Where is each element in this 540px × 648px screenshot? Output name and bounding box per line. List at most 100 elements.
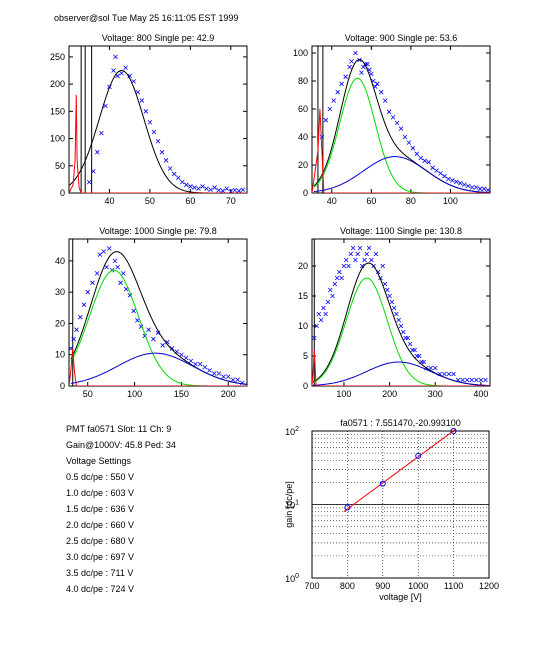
y-tick-label: 100	[50, 134, 65, 144]
data-point	[90, 168, 96, 174]
pedestal-fit-curve	[312, 349, 490, 386]
data-point	[364, 251, 370, 257]
data-point	[386, 109, 392, 115]
plot-frame	[68, 45, 248, 194]
data-point	[357, 245, 363, 251]
data-point	[123, 65, 128, 71]
y-tick-label: 0	[303, 381, 308, 391]
multi-fit-curve	[70, 352, 247, 385]
multi-fit-curve	[313, 156, 490, 193]
data-point	[477, 186, 483, 192]
data-point	[118, 280, 123, 286]
header-title: observer@sol Tue May 25 16:11:05 EST 199…	[54, 13, 239, 23]
data-point	[183, 355, 189, 361]
single-fit-curve	[312, 277, 490, 386]
data-point	[391, 305, 397, 311]
data-point	[319, 134, 325, 140]
x-tick-label: 900	[375, 581, 390, 591]
data-point	[387, 293, 392, 299]
data-point	[208, 187, 213, 193]
y-tick-label: 10	[55, 350, 65, 360]
data-point	[405, 335, 411, 341]
data-point	[225, 374, 231, 379]
data-point	[101, 249, 106, 254]
data-point	[398, 126, 404, 131]
data-point	[394, 311, 399, 317]
single-fit-curve	[313, 77, 490, 193]
data-point	[380, 263, 386, 269]
data-point	[373, 251, 379, 257]
data-point	[332, 281, 338, 287]
total-fit-curve	[312, 262, 490, 386]
x-tick-label: 80	[406, 196, 416, 206]
data-point	[146, 327, 151, 332]
data-point	[211, 371, 217, 376]
data-point	[139, 98, 145, 103]
data-point	[412, 347, 417, 353]
x-tick-label: 400	[473, 389, 488, 399]
data-point	[385, 287, 390, 293]
data-point	[389, 299, 395, 305]
data-point	[426, 159, 431, 165]
data-point	[212, 185, 217, 190]
data-point	[119, 70, 124, 76]
total-fit-curve	[69, 69, 247, 193]
data-point	[343, 257, 349, 263]
y-axis-label: gain [dc/pe]	[284, 481, 294, 528]
pedestal-fit-curve	[69, 94, 247, 193]
data-point	[74, 327, 79, 332]
data-point	[171, 171, 177, 177]
plot-frame	[311, 238, 491, 387]
y-tick-label: 150	[50, 106, 65, 116]
data-point	[474, 377, 479, 383]
data-point	[434, 168, 439, 173]
y-tick-label: 250	[50, 52, 65, 62]
y-tick-label: 50	[55, 161, 65, 171]
data-point	[220, 188, 226, 193]
data-point	[314, 323, 319, 329]
data-point	[464, 377, 470, 383]
data-point	[99, 130, 104, 136]
gain-line: Gain@1000V: 45.8 Ped: 34	[66, 440, 176, 450]
data-point	[151, 336, 156, 342]
data-point	[155, 138, 161, 144]
x-tick-label: 700	[304, 581, 319, 591]
data-point	[127, 73, 132, 79]
multi-fit-curve	[312, 361, 490, 386]
data-point	[135, 318, 140, 323]
data-point	[169, 346, 175, 351]
data-point	[90, 280, 95, 286]
y-tick-label: 20	[298, 160, 308, 170]
data-point	[188, 184, 193, 189]
plot-title: fa0571 : 7.551470,-20.993100	[340, 418, 461, 428]
data-point	[113, 54, 118, 60]
data-point	[224, 186, 230, 191]
data-point	[163, 158, 169, 163]
x-tick-label: 100	[127, 389, 142, 399]
data-point	[160, 343, 165, 348]
x-tick-label: 70	[226, 196, 236, 206]
data-point	[327, 106, 333, 112]
plot-area	[312, 245, 490, 386]
gain-fit-line	[343, 429, 456, 513]
data-point	[451, 371, 456, 377]
histogram-panel-1: Voltage: 800 Single pe: 42.9 40 50 60 70 0 50 1…	[50, 33, 248, 206]
plot-title: Voltage: 1000 Single pe: 79.8	[99, 226, 217, 236]
data-point	[462, 182, 467, 187]
data-point	[458, 180, 463, 186]
y-tick-exponent: 1	[295, 500, 299, 507]
data-point	[382, 281, 388, 287]
x-tick-label: 100	[443, 196, 458, 206]
gain-point	[415, 452, 422, 459]
data-point	[327, 287, 333, 293]
voltage-setting-item: 1.0 dc/pe : 603 V	[66, 488, 135, 498]
data-point	[236, 188, 242, 193]
y-tick-label: 60	[298, 104, 308, 114]
x-tick-label: 50	[145, 196, 155, 206]
data-point	[402, 134, 408, 140]
data-point	[235, 377, 240, 383]
data-point	[204, 186, 209, 191]
y-tick-label: 20	[55, 318, 65, 328]
